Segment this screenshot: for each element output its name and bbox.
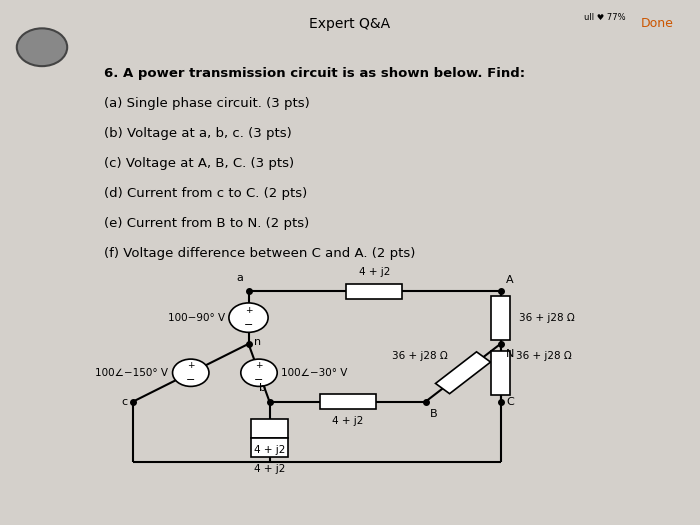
Text: Expert Q&A: Expert Q&A bbox=[309, 17, 391, 31]
Text: n: n bbox=[254, 337, 261, 347]
Text: (d) Current from c to C. (2 pts): (d) Current from c to C. (2 pts) bbox=[104, 187, 307, 200]
Text: (f) Voltage difference between C and A. (2 pts): (f) Voltage difference between C and A. … bbox=[104, 247, 415, 260]
Text: a: a bbox=[236, 273, 243, 283]
Text: 4 + j2: 4 + j2 bbox=[359, 267, 390, 277]
FancyBboxPatch shape bbox=[491, 351, 510, 395]
FancyBboxPatch shape bbox=[346, 284, 402, 299]
Circle shape bbox=[172, 359, 209, 386]
Text: c: c bbox=[121, 396, 127, 407]
Text: 4 + j2: 4 + j2 bbox=[254, 464, 285, 474]
FancyBboxPatch shape bbox=[251, 419, 288, 438]
FancyBboxPatch shape bbox=[319, 394, 375, 409]
Circle shape bbox=[229, 303, 268, 332]
Circle shape bbox=[241, 359, 277, 386]
Circle shape bbox=[17, 28, 67, 66]
Text: (c) Voltage at A, B, C. (3 pts): (c) Voltage at A, B, C. (3 pts) bbox=[104, 157, 294, 170]
Text: b: b bbox=[259, 383, 266, 393]
Text: 100−90° V: 100−90° V bbox=[167, 312, 225, 323]
Text: 36 + j28 Ω: 36 + j28 Ω bbox=[392, 351, 447, 361]
Text: N: N bbox=[506, 349, 514, 359]
FancyBboxPatch shape bbox=[491, 296, 510, 340]
Text: (e) Current from B to N. (2 pts): (e) Current from B to N. (2 pts) bbox=[104, 217, 309, 230]
Text: 100∠−150° V: 100∠−150° V bbox=[95, 368, 168, 378]
Text: C: C bbox=[506, 396, 514, 407]
Text: Done: Done bbox=[640, 17, 673, 30]
Text: 36 + j28 Ω: 36 + j28 Ω bbox=[519, 312, 575, 323]
Text: 4 + j2: 4 + j2 bbox=[254, 445, 285, 455]
Text: 36 + j28 Ω: 36 + j28 Ω bbox=[516, 351, 572, 361]
Text: ull ♥ 77%: ull ♥ 77% bbox=[584, 13, 626, 22]
FancyBboxPatch shape bbox=[251, 438, 288, 457]
Text: (a) Single phase circuit. (3 pts): (a) Single phase circuit. (3 pts) bbox=[104, 97, 309, 110]
Text: 100∠−30° V: 100∠−30° V bbox=[281, 368, 348, 378]
Text: −: − bbox=[186, 374, 195, 385]
Text: A: A bbox=[506, 275, 514, 285]
Text: +: + bbox=[245, 306, 252, 315]
Text: +: + bbox=[187, 361, 195, 371]
Text: +: + bbox=[256, 361, 262, 371]
Text: B: B bbox=[430, 409, 438, 419]
Text: −: − bbox=[254, 374, 264, 385]
Text: −: − bbox=[244, 320, 253, 330]
Text: (b) Voltage at a, b, c. (3 pts): (b) Voltage at a, b, c. (3 pts) bbox=[104, 127, 291, 140]
FancyBboxPatch shape bbox=[435, 352, 491, 394]
Text: 6. A power transmission circuit is as shown below. Find:: 6. A power transmission circuit is as sh… bbox=[104, 67, 525, 80]
Text: 4 + j2: 4 + j2 bbox=[332, 416, 363, 426]
